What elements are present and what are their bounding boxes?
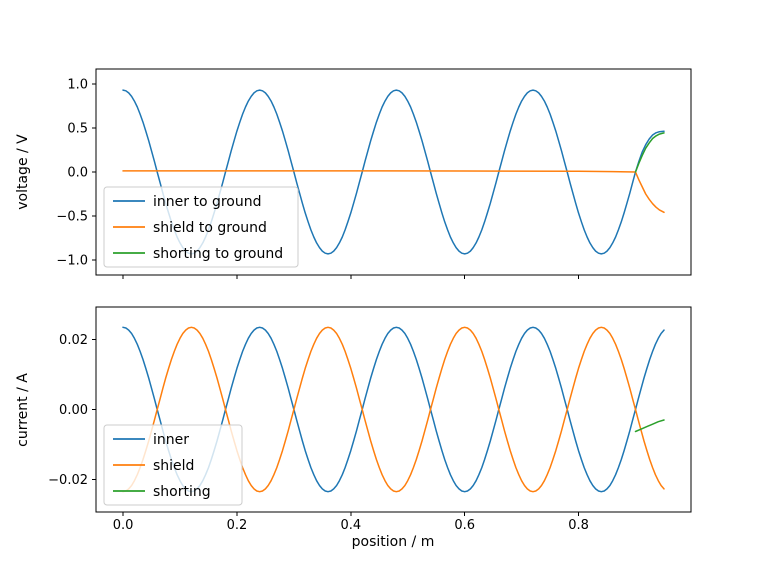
x-tick-label: 0.0 bbox=[113, 518, 134, 533]
series-line-shield bbox=[122, 326, 665, 493]
series-line-shorting bbox=[634, 419, 665, 433]
legend-item-shield-to-ground: shield to ground bbox=[113, 220, 267, 236]
x-tick-label: 0.4 bbox=[340, 518, 361, 533]
legend-label: inner to ground bbox=[153, 194, 262, 210]
subplot-top: −1.0 −0.5 0.0 0.5 1.0 inner to ground shield t… bbox=[56, 68, 692, 279]
charts-group: −1.0 −0.5 0.0 0.5 1.0 inner to ground shield t… bbox=[48, 68, 692, 533]
legend-item-shorting-to-ground: shorting to ground bbox=[113, 246, 283, 262]
series-line-shorting-to-ground bbox=[634, 132, 665, 173]
y-tick-label: −1.0 bbox=[56, 254, 88, 269]
legend-box bbox=[103, 424, 243, 506]
legend-box bbox=[103, 186, 299, 268]
legend-item-inner: inner bbox=[113, 432, 189, 448]
y-tick-label: 0.02 bbox=[59, 333, 88, 348]
x-tick-label: 0.8 bbox=[568, 518, 589, 533]
legend-label: shorting bbox=[153, 484, 211, 500]
legend-item-inner-to-ground: inner to ground bbox=[113, 194, 262, 210]
y-tick-label: 1.0 bbox=[67, 77, 88, 92]
legend-item-shield: shield bbox=[113, 458, 194, 474]
legend-label: shield bbox=[153, 458, 194, 474]
legend: inner shield shorting bbox=[103, 424, 243, 506]
x-axis-label: position / m bbox=[352, 534, 435, 550]
series-line-shield-to-ground bbox=[122, 170, 665, 214]
x-tick-label: 0.6 bbox=[454, 518, 475, 533]
y-tick-label: 0.00 bbox=[59, 403, 88, 418]
y-tick-label: −0.5 bbox=[56, 210, 88, 225]
legend: inner to ground shield to ground shorting … bbox=[103, 186, 299, 268]
bottom-y-axis-label: current / A bbox=[15, 373, 31, 447]
legend-label: inner bbox=[153, 432, 189, 448]
y-tick-label: −0.02 bbox=[48, 473, 88, 488]
top-y-axis-label: voltage / V bbox=[15, 134, 31, 210]
y-tick-label: 0.0 bbox=[67, 166, 88, 181]
legend-item-shorting: shorting bbox=[113, 484, 211, 500]
subplot-bottom: −0.02 0.00 0.02 0.0 0.2 0.4 0.6 0.8 inner shield s… bbox=[48, 306, 692, 533]
legend-label: shield to ground bbox=[153, 220, 267, 236]
x-tick-label: 0.2 bbox=[227, 518, 248, 533]
legend-label: shorting to ground bbox=[153, 246, 283, 262]
y-tick-label: 0.5 bbox=[67, 121, 88, 136]
